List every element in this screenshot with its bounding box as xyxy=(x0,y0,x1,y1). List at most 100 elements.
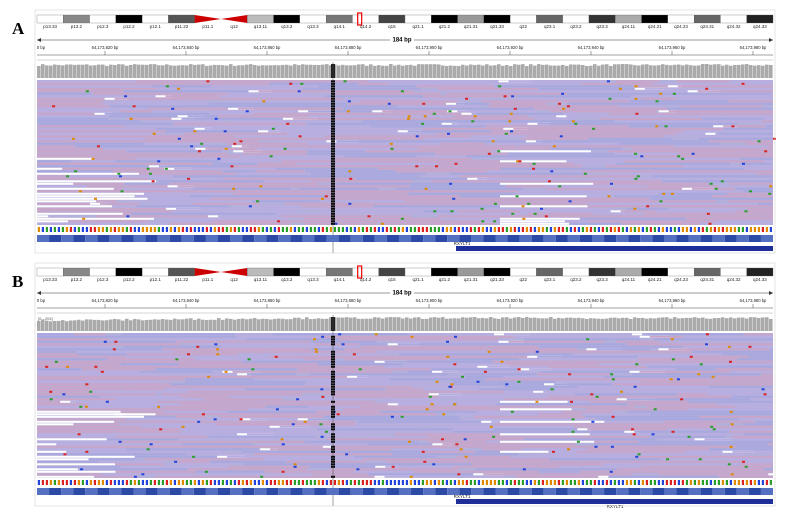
read xyxy=(499,443,576,446)
read xyxy=(523,460,583,463)
read xyxy=(37,430,181,433)
coverage-bar xyxy=(633,65,637,78)
mismatch xyxy=(151,180,155,183)
mismatch xyxy=(174,460,178,463)
read xyxy=(354,202,423,205)
coordinate-label: 64,173,940 bp xyxy=(578,45,605,50)
mismatch xyxy=(659,92,663,95)
read xyxy=(662,180,773,183)
sequence-base xyxy=(345,227,348,232)
read xyxy=(121,192,233,195)
sequence-base xyxy=(129,480,132,485)
amino-acid xyxy=(133,235,146,242)
read xyxy=(204,127,296,130)
read xyxy=(453,428,494,431)
sequence-base xyxy=(53,227,56,232)
sequence-base xyxy=(597,480,600,485)
sequence-base xyxy=(253,480,256,485)
sequence-base xyxy=(337,480,340,485)
read-gap xyxy=(500,182,594,185)
read xyxy=(305,383,452,386)
mismatch xyxy=(518,160,522,163)
amino-acid xyxy=(543,488,556,495)
sequence-base xyxy=(265,227,268,232)
sequence-base xyxy=(45,480,48,485)
read xyxy=(746,455,773,458)
read xyxy=(163,405,265,408)
mismatch xyxy=(118,175,122,178)
read xyxy=(456,335,514,338)
cytoband-label: p12.1 xyxy=(150,277,162,282)
read xyxy=(335,370,393,373)
sequence-base xyxy=(205,480,208,485)
mismatch xyxy=(547,180,551,183)
coverage-bar xyxy=(137,319,141,331)
amino-acid xyxy=(230,488,243,495)
coverage-bar xyxy=(165,64,169,78)
cytoband-label: q24.21 xyxy=(648,24,662,29)
read xyxy=(164,463,231,466)
read xyxy=(460,418,592,421)
sequence-base xyxy=(657,227,660,232)
read xyxy=(217,215,281,218)
read xyxy=(596,418,739,421)
read xyxy=(37,222,170,225)
mismatch xyxy=(336,413,340,416)
cytoband-label: p12.2 xyxy=(123,24,135,29)
mismatch xyxy=(374,333,378,336)
read xyxy=(235,333,272,336)
read xyxy=(359,405,493,408)
gene-exon xyxy=(456,246,773,251)
read xyxy=(246,175,331,178)
read-gap xyxy=(577,428,592,431)
mismatch xyxy=(297,90,301,93)
coverage-bar xyxy=(489,317,493,331)
read-gap xyxy=(658,110,677,113)
read xyxy=(37,215,70,218)
sequence-base xyxy=(709,227,712,232)
coverage-bar xyxy=(129,320,133,331)
read xyxy=(460,175,569,178)
sequence-base xyxy=(153,480,156,485)
mismatch xyxy=(550,170,554,173)
coverage-bar xyxy=(261,65,265,78)
mismatch xyxy=(493,202,497,205)
read-gap xyxy=(155,95,173,98)
read-gap xyxy=(195,147,209,150)
coverage-bar xyxy=(469,317,473,331)
read xyxy=(363,458,478,461)
read xyxy=(250,418,308,421)
read xyxy=(741,383,773,386)
sequence-base xyxy=(521,227,524,232)
read xyxy=(127,353,239,356)
read xyxy=(673,102,773,105)
panel-frame xyxy=(34,262,776,507)
read xyxy=(582,378,730,381)
sequence-base xyxy=(405,480,408,485)
mismatch xyxy=(705,333,709,336)
read xyxy=(453,465,559,468)
read xyxy=(618,120,761,123)
sequence-base xyxy=(653,227,656,232)
read xyxy=(414,418,461,421)
read xyxy=(37,85,153,88)
read xyxy=(626,398,750,401)
read xyxy=(126,355,270,358)
sequence-base xyxy=(501,227,504,232)
coverage-bar xyxy=(737,64,741,78)
amino-acid xyxy=(37,235,50,242)
read xyxy=(728,200,773,203)
coverage-bar xyxy=(113,318,117,331)
sequence-base xyxy=(569,227,572,232)
mismatch xyxy=(608,97,612,100)
cytoband-label: q24.33 xyxy=(753,277,767,282)
read-gap xyxy=(778,212,792,215)
read-gap xyxy=(148,165,169,168)
cytoband-label: p11.1 xyxy=(202,24,213,29)
read xyxy=(770,350,773,353)
read xyxy=(232,370,335,373)
mismatch xyxy=(49,398,53,401)
read xyxy=(544,180,662,183)
mismatch xyxy=(389,142,393,145)
